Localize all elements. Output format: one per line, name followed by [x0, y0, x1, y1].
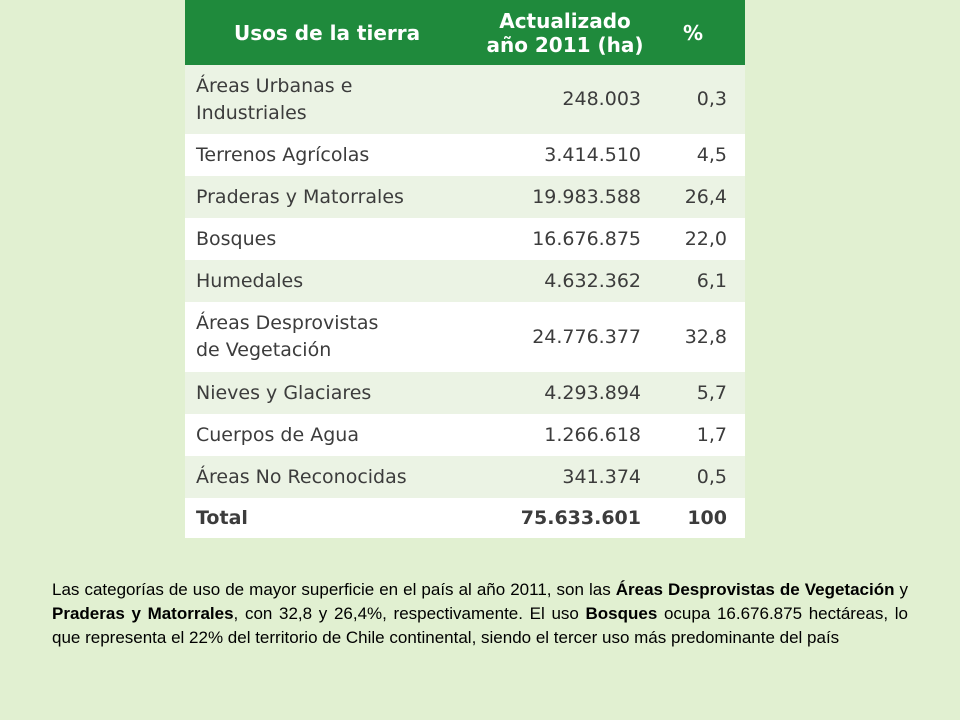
cell-area: 4.632.362 — [485, 260, 645, 302]
total-label: Total — [185, 498, 485, 538]
cell-pct: 0,3 — [645, 65, 745, 134]
table-row: Praderas y Matorrales 19.983.588 26,4 — [185, 176, 745, 218]
cell-area: 248.003 — [485, 65, 645, 134]
cell-uso: Humedales — [185, 260, 485, 302]
cell-uso-line1: Cuerpos de Agua — [196, 423, 359, 446]
caption-text-2: y — [894, 580, 908, 599]
cell-uso: Áreas No Reconocidas — [185, 456, 485, 498]
table-row: Áreas Desprovistas de Vegetación 24.776.37… — [185, 302, 745, 372]
cell-uso-line1: Praderas y Matorrales — [196, 185, 404, 208]
total-area: 75.633.601 — [485, 498, 645, 538]
cell-uso: Nieves y Glaciares — [185, 372, 485, 414]
cell-area: 1.266.618 — [485, 414, 645, 456]
cell-pct: 0,5 — [645, 456, 745, 498]
cell-uso-line2: Industriales — [196, 101, 307, 124]
cell-pct: 32,8 — [645, 302, 745, 372]
header-pct: % — [645, 0, 745, 65]
header-uso: Usos de la tierra — [185, 0, 485, 65]
cell-area: 4.293.894 — [485, 372, 645, 414]
table-row: Humedales 4.632.362 6,1 — [185, 260, 745, 302]
caption-text-3: , con 32,8 y 26,4%, respectivamente. El … — [233, 604, 586, 623]
table-row: Cuerpos de Agua 1.266.618 1,7 — [185, 414, 745, 456]
cell-area: 341.374 — [485, 456, 645, 498]
table-row-total: Total 75.633.601 100 — [185, 498, 745, 538]
cell-uso: Áreas Urbanas e Industriales — [185, 65, 485, 134]
summary-paragraph: Las categorías de uso de mayor superfici… — [52, 578, 908, 650]
table-body: Áreas Urbanas e Industriales 248.003 0,3 Ter… — [185, 65, 745, 538]
cell-uso-line2: de Vegetación — [196, 339, 332, 361]
cell-area: 16.676.875 — [485, 218, 645, 260]
cell-pct: 1,7 — [645, 414, 745, 456]
header-area-line1: Actualizado — [499, 8, 631, 33]
caption-text-1: Las categorías de uso de mayor superfici… — [52, 580, 616, 599]
cell-uso-line1: Bosques — [196, 227, 277, 250]
cell-pct: 6,1 — [645, 260, 745, 302]
cell-uso: Bosques — [185, 218, 485, 260]
cell-uso-line1: Áreas Urbanas e — [196, 74, 353, 97]
total-pct: 100 — [645, 498, 745, 538]
cell-uso: Áreas Desprovistas de Vegetación — [185, 302, 485, 372]
table-header-row: Usos de la tierra Actualizado año 2011 (… — [185, 0, 745, 65]
caption-bold-1: Áreas Desprovistas de Vegetación — [615, 580, 895, 599]
cell-area: 19.983.588 — [485, 176, 645, 218]
cell-uso: Cuerpos de Agua — [185, 414, 485, 456]
header-area-line2: año 2011 (ha) — [486, 32, 644, 57]
cell-uso-line1: Áreas Desprovistas — [196, 312, 379, 334]
cell-pct: 26,4 — [645, 176, 745, 218]
cell-area: 3.414.510 — [485, 134, 645, 176]
caption-bold-3: Bosques — [585, 604, 658, 623]
table-row: Áreas Urbanas e Industriales 248.003 0,3 — [185, 65, 745, 134]
cell-pct: 4,5 — [645, 134, 745, 176]
caption-text-4: ocupa 16.676.875 hectáreas, lo que repre… — [52, 604, 908, 647]
table-row: Bosques 16.676.875 22,0 — [185, 218, 745, 260]
cell-pct: 22,0 — [645, 218, 745, 260]
cell-uso-line1: Terrenos Agrícolas — [196, 143, 370, 166]
header-area: Actualizado año 2011 (ha) — [485, 0, 645, 65]
cell-pct: 5,7 — [645, 372, 745, 414]
land-use-table: Usos de la tierra Actualizado año 2011 (… — [185, 0, 745, 538]
cell-uso: Terrenos Agrícolas — [185, 134, 485, 176]
cell-uso-line1: Áreas No Reconocidas — [196, 465, 407, 488]
cell-area: 24.776.377 — [485, 302, 645, 372]
table-row: Áreas No Reconocidas 341.374 0,5 — [185, 456, 745, 498]
cell-uso: Praderas y Matorrales — [185, 176, 485, 218]
cell-uso-line1: Humedales — [196, 269, 304, 292]
caption-bold-2: Praderas y Matorrales — [52, 604, 234, 623]
table-row: Nieves y Glaciares 4.293.894 5,7 — [185, 372, 745, 414]
table-row: Terrenos Agrícolas 3.414.510 4,5 — [185, 134, 745, 176]
cell-uso-line1: Nieves y Glaciares — [196, 381, 372, 404]
